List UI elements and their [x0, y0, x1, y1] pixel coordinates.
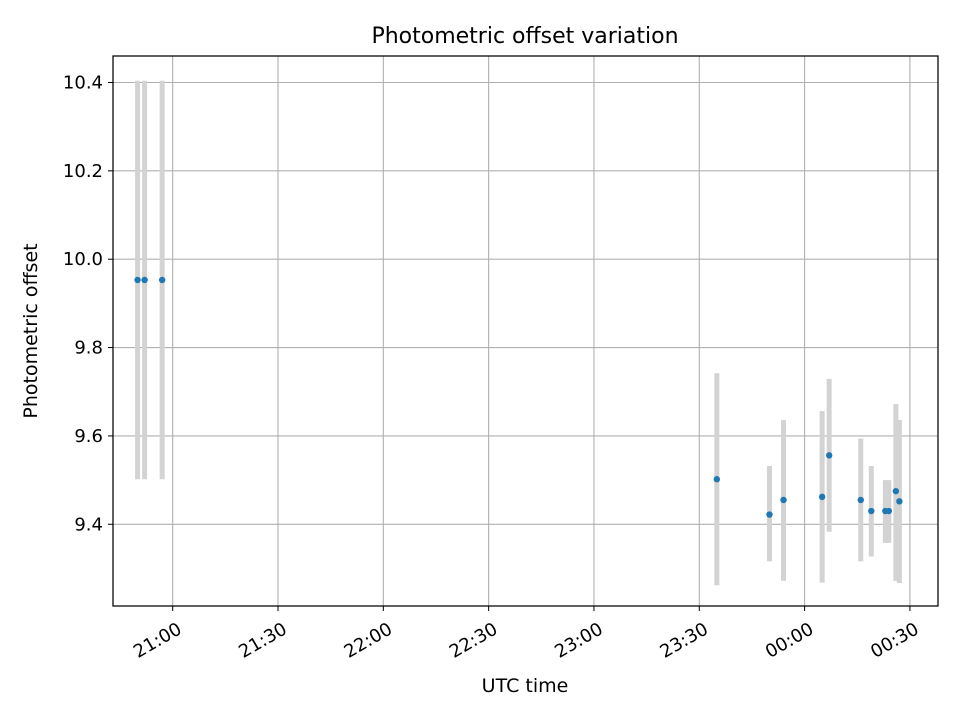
data-point — [766, 511, 773, 518]
chart-title: Photometric offset variation — [371, 24, 678, 49]
data-point — [892, 487, 900, 495]
data-point — [780, 496, 787, 504]
data-point — [141, 276, 148, 284]
y-tick-label: 9.4 — [74, 514, 103, 535]
y-tick-label: 10.2 — [63, 161, 103, 182]
data-point — [825, 452, 833, 459]
y-tick-label: 10.0 — [63, 249, 103, 270]
y-tick-label: 10.4 — [63, 73, 103, 94]
data-points — [134, 276, 903, 518]
y-tick-label: 9.6 — [74, 426, 103, 447]
plot-frame — [112, 55, 939, 607]
data-point — [885, 507, 893, 515]
grid-lines — [113, 56, 938, 606]
data-point — [857, 496, 864, 504]
data-point — [158, 276, 166, 284]
data-point — [713, 476, 721, 483]
y-axis-label: Photometric offset — [20, 243, 42, 418]
y-tick-label: 9.8 — [74, 338, 103, 359]
data-point — [896, 498, 903, 505]
data-point — [868, 507, 875, 515]
data-point — [134, 276, 141, 284]
x-axis-label: UTC time — [482, 675, 569, 697]
data-point — [818, 493, 826, 501]
